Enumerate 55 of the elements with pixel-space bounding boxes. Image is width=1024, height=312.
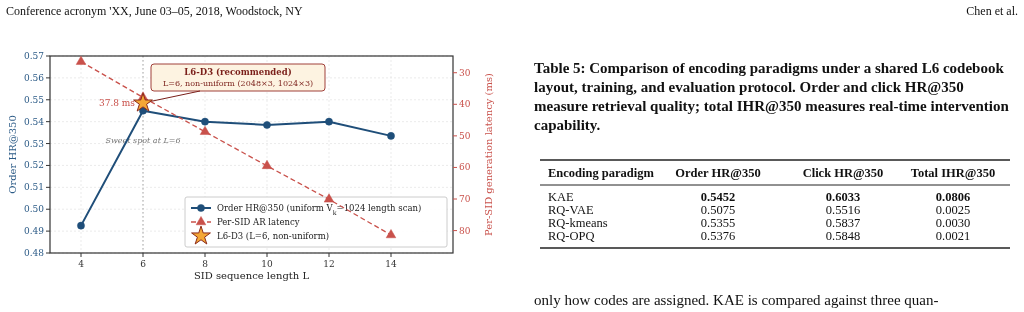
text: 0.5848 xyxy=(825,229,861,243)
legend-label: L6-D3 (L=6, non-uniform) xyxy=(217,231,330,241)
text: 0.5837 xyxy=(825,216,861,230)
y-tick-label: 0.56 xyxy=(23,72,45,83)
text: 0.6033 xyxy=(825,190,861,204)
text: RQ-OPQ xyxy=(548,229,595,243)
y-tick-label: 0.52 xyxy=(23,160,44,171)
legend-label: Order HR@350 (uniform V$_{k}$=1024 length scan) xyxy=(217,203,422,217)
text: RQ-kmeans xyxy=(548,216,608,230)
text: Conference acronym 'XX, June 03–05, 2018, Woodstock, NY xyxy=(6,4,303,18)
text: 0.5516 xyxy=(825,203,861,217)
x-axis-title: SID sequence length L xyxy=(193,270,310,281)
legend-label: Per-SID AR latency xyxy=(217,217,300,227)
text: KAE xyxy=(548,190,575,204)
text: 0.5452 xyxy=(700,190,736,204)
y2-axis-title: Per-SID generation latency (ms) xyxy=(483,72,494,237)
text: Total IHR@350 xyxy=(910,166,996,180)
y2-tick-label: 80 xyxy=(459,225,471,236)
y-tick-label: 0.57 xyxy=(23,51,45,61)
text: Order HR@350 xyxy=(675,166,761,180)
text: 0.0021 xyxy=(935,229,971,243)
x-tick-label: 4 xyxy=(78,259,85,269)
y-tick-label: 0.51 xyxy=(23,182,44,193)
x-tick-label: 14 xyxy=(385,259,397,269)
y-tick-label: 0.49 xyxy=(23,226,45,237)
x-tick-label: 10 xyxy=(261,259,273,269)
y-tick-label: 0.54 xyxy=(23,116,45,127)
annotation: 37.8 ms xyxy=(98,98,136,109)
text: only how codes are assigned. KAE is compared against three quan- xyxy=(534,292,939,308)
y2-tick-label: 40 xyxy=(459,99,471,110)
annotation: L6-D3 (recommended) xyxy=(184,67,292,77)
y-tick-label: 0.50 xyxy=(23,204,45,215)
y-tick-label: 0.53 xyxy=(23,138,45,149)
y-axis-title: Order HR@350 xyxy=(7,115,18,194)
y-tick-label: 0.55 xyxy=(23,94,45,105)
y2-tick-label: 60 xyxy=(459,162,471,173)
y2-tick-label: 30 xyxy=(459,67,471,78)
text: 0.0806 xyxy=(935,190,971,204)
text: 0.0025 xyxy=(935,203,971,217)
y-tick-label: 0.48 xyxy=(23,248,45,258)
text: 0.5355 xyxy=(700,216,736,230)
text: Table 5: Comparison of encoding paradigms under a shared L6 codebook layout, training, and evaluation protocol. Order and click HR@350 measure retrieval quality; total IHR@350 measures real-time intervention capability. xyxy=(534,60,1010,133)
x-tick-label: 8 xyxy=(202,259,209,269)
y2-tick-label: 50 xyxy=(459,130,471,141)
text: 0.5376 xyxy=(700,229,736,243)
y2-tick-label: 70 xyxy=(459,194,471,205)
text: RQ-VAE xyxy=(548,203,594,217)
text: 0.5075 xyxy=(700,203,736,217)
text: Chen et al. xyxy=(966,4,1018,18)
x-tick-label: 12 xyxy=(323,259,335,269)
text: Click HR@350 xyxy=(802,166,884,180)
x-tick-label: 6 xyxy=(140,259,147,269)
annotation: L=6, non-uniform (2048×3, 1024×3) xyxy=(162,79,314,88)
text: Encoding paradigm xyxy=(548,166,655,180)
text: 0.0030 xyxy=(935,216,971,230)
